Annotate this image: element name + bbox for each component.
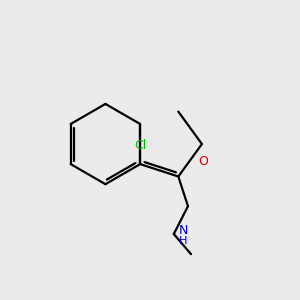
Text: N: N [179,224,188,237]
Text: O: O [199,155,208,168]
Text: Cl: Cl [134,139,146,152]
Text: H: H [179,236,188,245]
